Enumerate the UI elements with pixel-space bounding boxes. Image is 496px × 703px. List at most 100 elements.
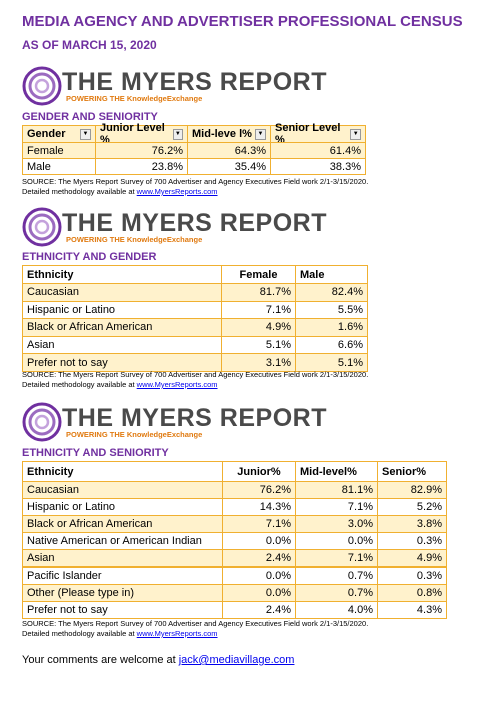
table-cell: 82.9% [377, 481, 447, 500]
table-cell: 3.1% [221, 353, 296, 372]
title: MEDIA AGENCY AND ADVERTISER PROFESSIONAL… [22, 13, 463, 30]
row-label: Female [22, 142, 96, 159]
table-cell: 81.7% [221, 283, 296, 302]
logo-tagline: POWERING THE KnowledgeExchange [66, 430, 203, 439]
column-header: Male [295, 265, 368, 284]
table-cell: 38.3% [270, 158, 366, 175]
table-cell: 4.3% [377, 600, 447, 619]
table-cell: 4.9% [377, 549, 447, 568]
filter-button[interactable]: ▼ [172, 128, 183, 140]
table-cell: 82.4% [295, 283, 368, 302]
row-label: Native American or American Indian [22, 532, 223, 551]
row-label: Hispanic or Latino [22, 498, 223, 517]
table-cell: 0.8% [377, 583, 447, 602]
table-cell: 0.0% [295, 532, 378, 551]
table-cell: 5.5% [295, 300, 368, 320]
filter-button[interactable]: ▼ [350, 128, 361, 140]
row-label: Male [22, 158, 96, 175]
source-note: Detailed methodology available at www.My… [22, 187, 218, 196]
table-cell: 0.3% [377, 532, 447, 551]
logo-tagline: POWERING THE KnowledgeExchange [66, 235, 203, 244]
column-header: Junior% [222, 461, 296, 482]
row-label: Hispanic or Latino [22, 300, 222, 320]
table-cell: 5.1% [221, 335, 296, 355]
table-cell: 0.7% [295, 583, 378, 602]
column-header: Ethnicity [22, 461, 223, 482]
source-link[interactable]: www.MyersReports.com [136, 380, 218, 389]
table-cell: 4.0% [295, 600, 378, 619]
row-label: Prefer not to say [22, 353, 222, 372]
table-cell: 81.1% [295, 481, 378, 500]
logo-icon [22, 66, 62, 106]
subtitle: AS OF MARCH 15, 2020 [22, 38, 157, 52]
table-cell: 0.7% [295, 566, 378, 585]
column-header: Ethnicity [22, 265, 222, 284]
table-cell: 7.1% [221, 300, 296, 320]
logo-name: THE MYERS REPORT [62, 404, 327, 432]
table-cell: 76.2% [222, 481, 296, 500]
source-link[interactable]: www.MyersReports.com [136, 187, 218, 196]
table-cell: 76.2% [95, 142, 188, 159]
logo-icon [22, 402, 62, 442]
table-cell: 2.4% [222, 600, 296, 619]
table-cell: 3.0% [295, 515, 378, 534]
source-note: SOURCE: The Myers Report Survey of 700 A… [22, 370, 369, 379]
table-cell: 6.6% [295, 335, 368, 355]
table-cell: 7.1% [295, 498, 378, 517]
header-text: Gender [27, 128, 66, 140]
column-header: Mid-leve l% ▼ [187, 125, 271, 143]
table-cell: 0.0% [222, 583, 296, 602]
table-cell: 7.1% [222, 515, 296, 534]
table-cell: 5.2% [377, 498, 447, 517]
logo-icon [22, 207, 62, 247]
section-heading: ETHNICITY AND GENDER [22, 251, 157, 263]
logo-name: THE MYERS REPORT [62, 68, 327, 96]
logo-name: THE MYERS REPORT [62, 209, 327, 237]
row-label: Asian [22, 335, 222, 355]
table-cell: 5.1% [295, 353, 368, 372]
footer-text: Your comments are welcome at [22, 654, 176, 666]
row-label: Other (Please type in) [22, 583, 223, 602]
column-header: Senior% [377, 461, 447, 482]
table-cell: 2.4% [222, 549, 296, 568]
table-cell: 35.4% [187, 158, 271, 175]
header-text: Junior Level % [100, 122, 165, 146]
table-cell: 7.1% [295, 549, 378, 568]
column-header: Senior Level % ▼ [270, 122, 366, 146]
table-cell: 64.3% [187, 142, 271, 159]
section-heading: GENDER AND SENIORITY [22, 111, 158, 123]
header-text: Mid-leve l% [192, 128, 252, 140]
column-header: Female [221, 265, 296, 284]
table-cell: 0.3% [377, 566, 447, 585]
filter-button[interactable]: ▼ [255, 128, 266, 140]
email-link[interactable]: jack@mediavillage.com [178, 654, 295, 666]
source-note: Detailed methodology available at www.My… [22, 629, 218, 638]
source-note: SOURCE: The Myers Report Survey of 700 A… [22, 619, 369, 628]
table-cell: 0.0% [222, 566, 296, 585]
row-label: Pacific Islander [22, 566, 223, 585]
methodology-text: Detailed methodology available at [22, 380, 135, 389]
row-label: Asian [22, 549, 223, 568]
row-label: Black or African American [22, 318, 222, 337]
table-cell: 1.6% [295, 318, 368, 337]
column-header: Junior Level % ▼ [95, 122, 188, 146]
column-header: Mid-level% [295, 461, 378, 482]
source-note: SOURCE: The Myers Report Survey of 700 A… [22, 177, 369, 186]
table-cell: 61.4% [270, 142, 366, 159]
methodology-text: Detailed methodology available at [22, 629, 135, 638]
filter-button[interactable]: ▼ [80, 128, 91, 140]
logo-tagline: POWERING THE KnowledgeExchange [66, 94, 203, 103]
source-note: Detailed methodology available at www.My… [22, 380, 218, 389]
row-label: Caucasian [22, 481, 223, 500]
table-cell: 4.9% [221, 318, 296, 337]
source-link[interactable]: www.MyersReports.com [136, 629, 218, 638]
table-cell: 3.8% [377, 515, 447, 534]
footer: Your comments are welcome at jack@mediav… [22, 654, 294, 666]
section-heading: ETHNICITY AND SENIORITY [22, 447, 169, 459]
table-cell: 0.0% [222, 532, 296, 551]
row-label: Black or African American [22, 515, 223, 534]
methodology-text: Detailed methodology available at [22, 187, 135, 196]
table-cell: 23.8% [95, 158, 188, 175]
table-cell: 14.3% [222, 498, 296, 517]
